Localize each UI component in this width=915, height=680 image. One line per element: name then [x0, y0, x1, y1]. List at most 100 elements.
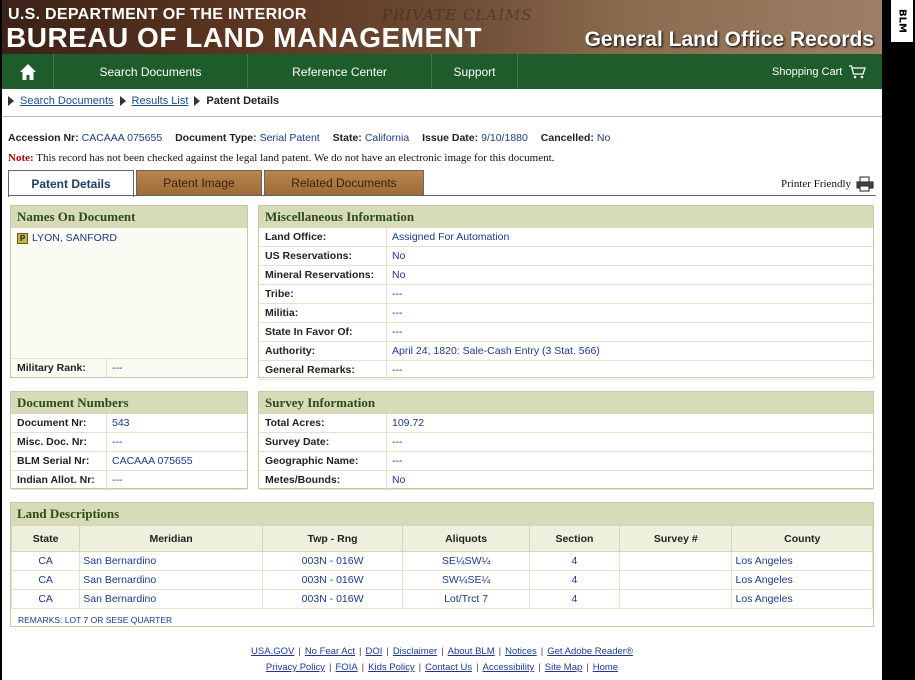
- info-row: Militia: ---: [259, 304, 873, 323]
- name-entry[interactable]: P LYON, SANFORD: [11, 228, 247, 248]
- nav-home[interactable]: [2, 54, 54, 89]
- info-value: No: [392, 250, 406, 262]
- table-cell: 003N - 016W: [261, 570, 404, 590]
- tab-related-documents[interactable]: Related Documents: [264, 170, 424, 196]
- footer-link[interactable]: DOI: [365, 646, 383, 657]
- footer-links-row-2: Privacy Policy | FOIA | Kids Policy | Contact …: [2, 662, 882, 678]
- info-label: Tribe:: [259, 285, 387, 303]
- info-value: ---: [392, 326, 403, 338]
- detail-tabs: Patent Details Patent Image Related Docu…: [8, 170, 426, 197]
- breadcrumb-search-documents[interactable]: Search Documents: [20, 95, 114, 107]
- footer: USA.GOV | No Fear Act | DOI | Disclaimer | About…: [2, 646, 882, 678]
- state-value: California: [364, 132, 410, 144]
- cart-icon: [849, 64, 867, 78]
- military-rank-label: Military Rank:: [11, 359, 107, 377]
- doctype-value: Serial Patent: [259, 132, 320, 144]
- info-row: Geographic Name: ---: [259, 452, 873, 471]
- footer-link[interactable]: About BLM: [447, 646, 495, 657]
- footer-link[interactable]: USA.GOV: [251, 646, 295, 657]
- info-row: Land Office: Assigned For Automation: [259, 228, 873, 247]
- nav-support[interactable]: Support: [432, 54, 518, 89]
- footer-separator: |: [476, 662, 479, 673]
- footer-link[interactable]: Contact Us: [425, 662, 473, 673]
- page: PRIVATE CLAIMS U.S. DEPARTMENT OF THE IN…: [2, 0, 882, 680]
- info-label: General Remarks:: [259, 361, 387, 379]
- info-label: Misc. Doc. Nr:: [11, 433, 107, 451]
- info-value: April 24, 1820: Sale-Cash Entry (3 Stat.…: [392, 345, 600, 357]
- footer-separator: |: [586, 662, 589, 673]
- table-row: CA San Bernardino 003N - 016W SW¼SE¼ 4 Los An…: [10, 570, 873, 590]
- breadcrumb: Search Documents Results List Patent Det…: [8, 95, 279, 107]
- info-value: No: [392, 269, 406, 281]
- breadcrumb-results-list[interactable]: Results List: [131, 95, 189, 107]
- divider: [8, 195, 876, 196]
- printer-friendly-link[interactable]: Printer Friendly: [781, 176, 874, 192]
- footer-link[interactable]: Notices: [505, 646, 537, 657]
- info-row: State In Favor Of: ---: [259, 323, 873, 342]
- footer-link[interactable]: Disclaimer: [392, 646, 438, 657]
- doctype-label: Document Type:: [175, 132, 257, 144]
- info-label: Land Office:: [259, 228, 387, 246]
- column-header: Section: [528, 525, 621, 552]
- footer-link[interactable]: Accessibility: [482, 662, 535, 673]
- misc-panel: Miscellaneous Information Land Office: As…: [258, 205, 874, 380]
- table-cell: 4: [528, 551, 621, 571]
- info-row: Indian Allot. Nr: ---: [11, 471, 247, 490]
- footer-link[interactable]: Privacy Policy: [265, 662, 326, 673]
- info-row: Misc. Doc. Nr: ---: [11, 433, 247, 452]
- footer-link[interactable]: Kids Policy: [368, 662, 415, 673]
- info-value: 543: [112, 417, 130, 429]
- tab-patent-image[interactable]: Patent Image: [136, 170, 262, 196]
- table-cell: San Bernardino: [79, 570, 263, 590]
- footer-links-row-1: USA.GOV | No Fear Act | DOI | Disclaimer | About…: [2, 646, 882, 662]
- names-panel-title: Names On Document: [11, 206, 247, 228]
- table-row: CA San Bernardino 003N - 016W Lot/Trct 7 4 Lo…: [10, 589, 873, 609]
- nav-search-documents[interactable]: Search Documents: [54, 54, 248, 89]
- info-value: ---: [392, 288, 403, 300]
- info-label: Survey Date:: [259, 433, 387, 451]
- blm-side-tab[interactable]: BLM: [891, 0, 913, 42]
- table-cell: Los Angeles: [731, 551, 873, 571]
- issue-date-value: 9/10/1880: [481, 132, 528, 144]
- footer-separator: |: [358, 646, 362, 657]
- table-cell: 4: [528, 589, 621, 609]
- breadcrumb-arrow-icon: [194, 96, 201, 106]
- table-cell: Los Angeles: [731, 589, 873, 609]
- table-cell: Los Angeles: [731, 570, 873, 590]
- footer-link[interactable]: FOIA: [335, 662, 358, 673]
- document-numbers-rows: Document Nr: 543 Misc. Doc. Nr: --- BLM Seri…: [11, 414, 247, 490]
- land-table-header: State Meridian Twp - Rng Aliquots Section Sur…: [10, 525, 873, 552]
- footer-separator: |: [386, 646, 389, 657]
- nav-shopping-cart[interactable]: Shopping Cart: [772, 54, 882, 89]
- document-numbers-panel: Document Numbers Document Nr: 543 Misc. Do…: [10, 391, 248, 490]
- footer-link[interactable]: Get Adobe Reader®: [547, 646, 633, 657]
- nav-reference-center[interactable]: Reference Center: [248, 54, 432, 89]
- table-cell: [619, 551, 733, 571]
- footer-link[interactable]: Home: [592, 662, 619, 673]
- info-value: Assigned For Automation: [392, 231, 510, 243]
- survey-panel-title: Survey Information: [259, 392, 873, 414]
- info-label: Authority:: [259, 342, 387, 360]
- table-cell: CA: [10, 551, 81, 571]
- info-value: CACAAA 075655: [112, 455, 193, 467]
- table-cell: [619, 570, 733, 590]
- table-cell: Lot/Trct 7: [402, 589, 530, 609]
- info-value: No: [392, 474, 406, 486]
- footer-link[interactable]: No Fear Act: [304, 646, 355, 657]
- misc-panel-title: Miscellaneous Information: [259, 206, 873, 228]
- footer-separator: |: [538, 662, 541, 673]
- banner-watermark: PRIVATE CLAIMS: [382, 6, 533, 24]
- info-row: General Remarks: ---: [259, 361, 873, 380]
- info-label: Indian Allot. Nr:: [11, 471, 107, 489]
- breadcrumb-arrow-icon: [8, 96, 14, 106]
- column-header: Survey #: [619, 525, 733, 552]
- note-text: This record has not been checked against…: [36, 152, 555, 164]
- records-title: General Land Office Records: [584, 28, 874, 51]
- breadcrumb-current: Patent Details: [206, 95, 280, 107]
- column-header: Twp - Rng: [261, 525, 404, 552]
- footer-link[interactable]: Site Map: [544, 662, 583, 673]
- info-label: Geographic Name:: [259, 452, 387, 470]
- names-panel: Names On Document P LYON, SANFORD Milita…: [10, 205, 248, 378]
- table-row: CA San Bernardino 003N - 016W SE¼SW¼ 4 Los An…: [10, 551, 873, 571]
- tab-patent-details[interactable]: Patent Details: [8, 170, 134, 197]
